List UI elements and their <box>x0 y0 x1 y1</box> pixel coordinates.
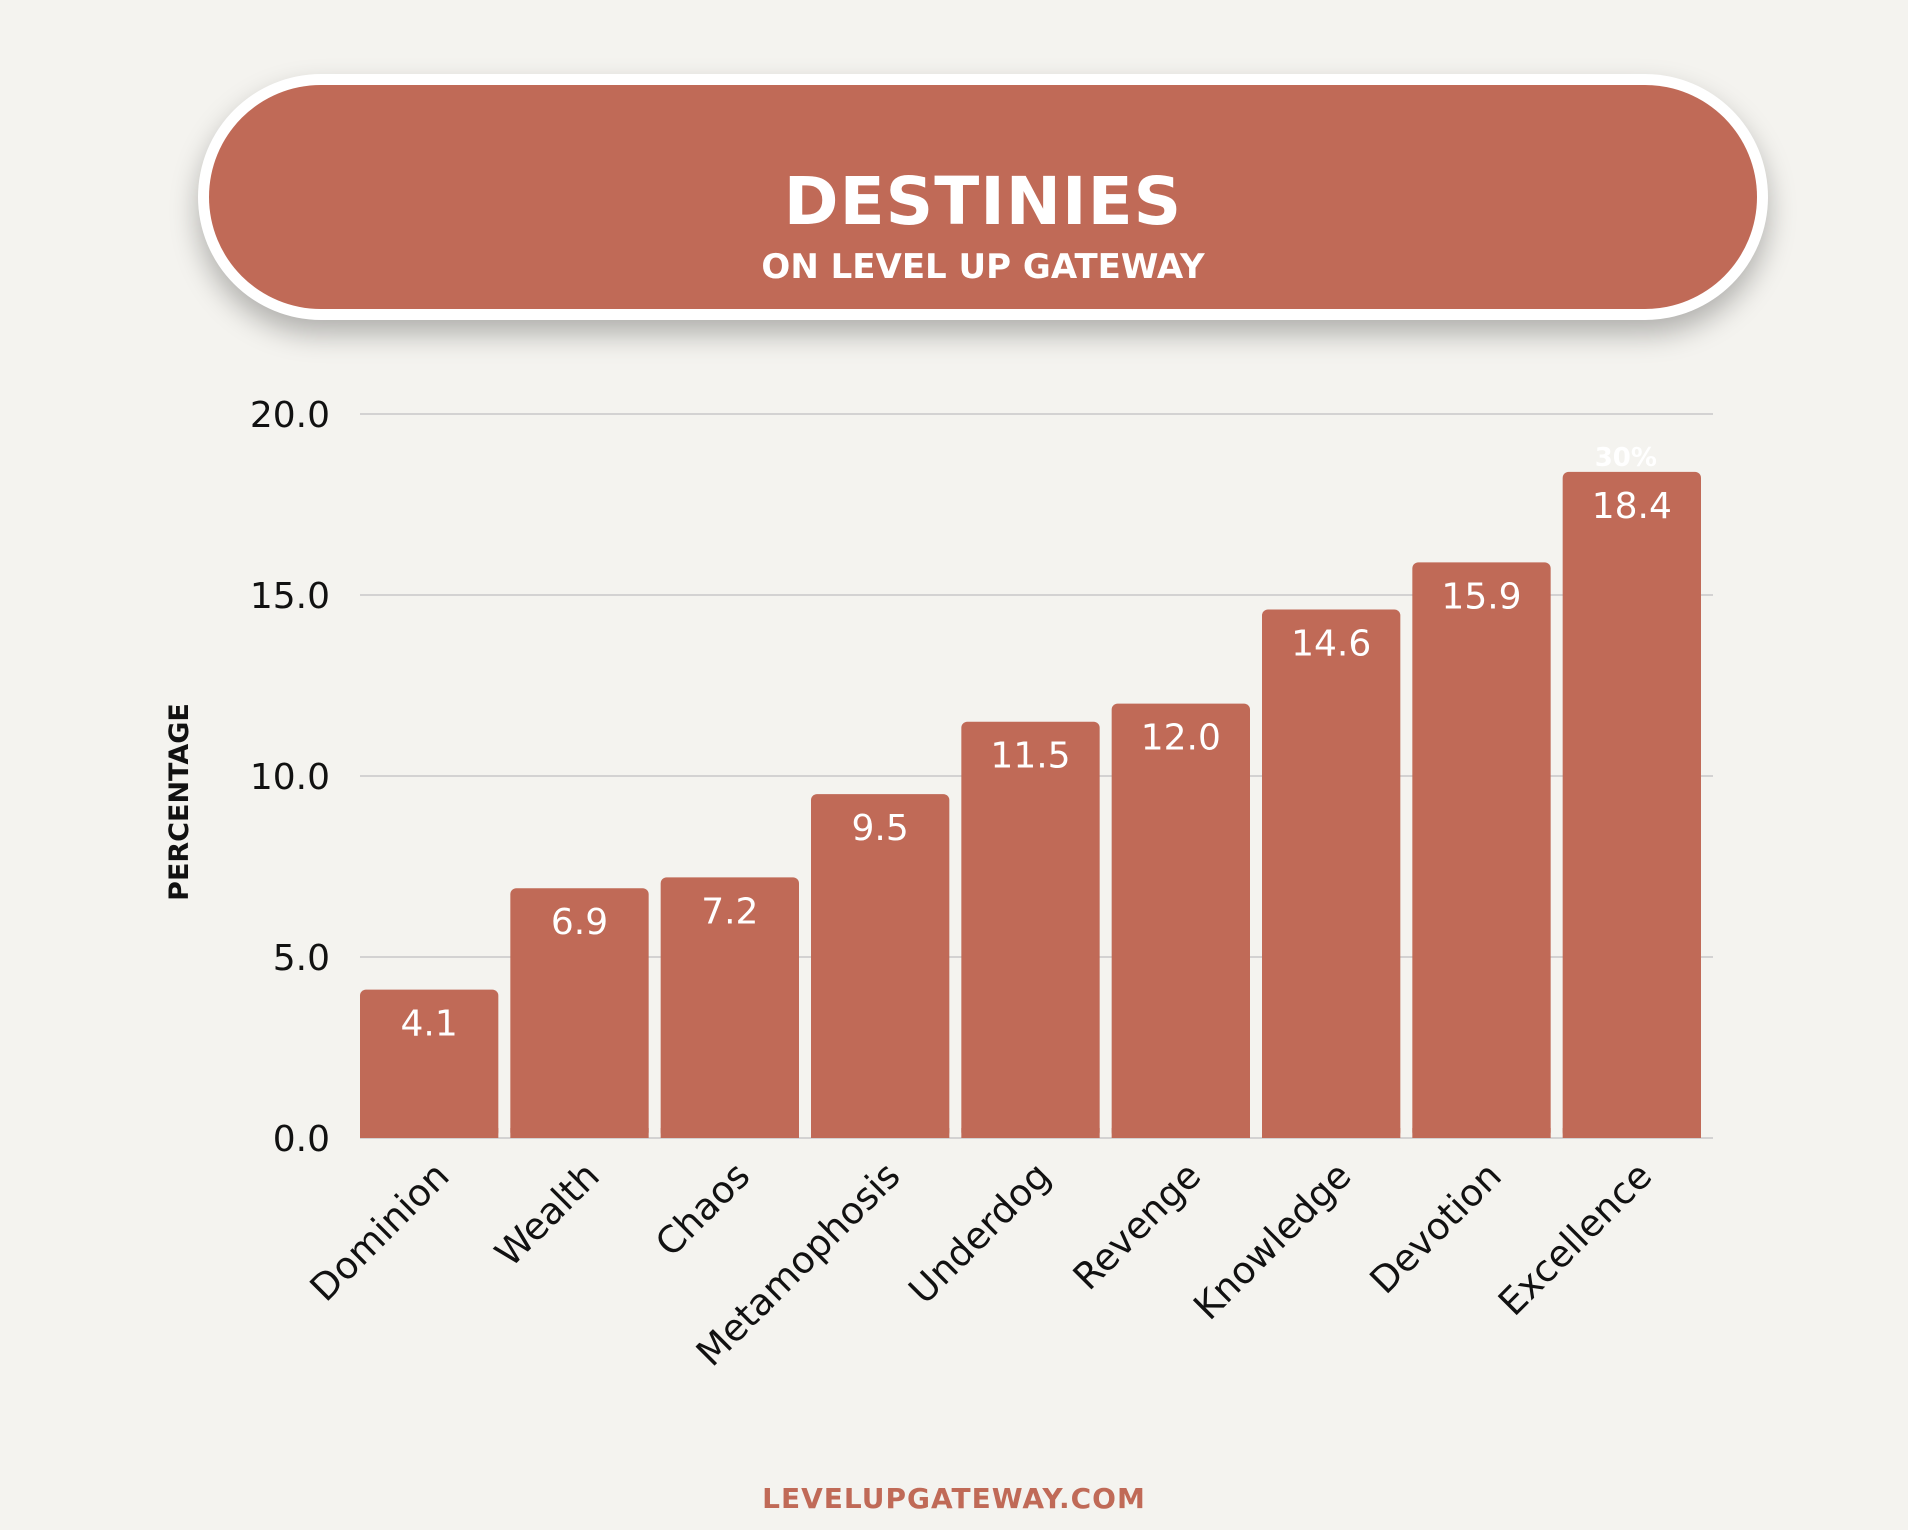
bar-underdog <box>961 721 1100 1138</box>
y-tick-label: 5.0 <box>273 938 330 979</box>
x-tick-label: Revenge <box>1065 1154 1209 1298</box>
y-tick-label: 0.0 <box>273 1119 330 1160</box>
bar-base <box>1262 1128 1401 1138</box>
x-tick-label: Underdog <box>901 1154 1059 1312</box>
bar-base <box>961 1128 1100 1138</box>
bar-base <box>1562 1128 1701 1138</box>
bar-chaos <box>660 877 799 1138</box>
x-tick-label: Knowledge <box>1185 1154 1359 1328</box>
bar-revenge <box>1111 703 1250 1138</box>
bar-base <box>660 1128 799 1138</box>
data-label: 12.0 <box>1141 718 1221 759</box>
chart-subtitle: ON LEVEL UP GATEWAY <box>761 247 1205 287</box>
data-label: 14.6 <box>1291 623 1371 664</box>
x-tick-label: Wealth <box>487 1154 608 1275</box>
chart-title: DESTINIES <box>783 163 1183 240</box>
data-label: 15.9 <box>1441 576 1521 617</box>
bar-wealth <box>510 888 649 1138</box>
bar-metamophosis <box>811 794 950 1138</box>
x-tick-label: Devotion <box>1362 1154 1510 1302</box>
title-banner: DESTINIES ON LEVEL UP GATEWAY <box>198 74 1768 320</box>
bar-knowledge <box>1262 609 1401 1138</box>
bar-base <box>360 1128 499 1138</box>
data-label: 9.5 <box>852 808 909 849</box>
data-label: 4.1 <box>401 1004 458 1045</box>
x-tick-label: Dominion <box>302 1154 458 1310</box>
y-axis-ticks: 0.0 5.0 10.0 15.0 20.0 <box>250 395 330 1160</box>
y-tick-label: 20.0 <box>250 395 330 436</box>
data-label: 6.9 <box>551 902 608 943</box>
y-tick-label: 10.0 <box>250 757 330 798</box>
data-label: 11.5 <box>990 736 1070 777</box>
bar-base <box>1111 1128 1250 1138</box>
bar-base <box>510 1128 649 1138</box>
footer-website: LEVELUPGATEWAY.COM <box>762 1482 1146 1515</box>
bar-devotion <box>1412 562 1551 1138</box>
x-tick-label: Excellence <box>1490 1154 1660 1324</box>
title-banner-fill: DESTINIES ON LEVEL UP GATEWAY <box>209 85 1757 309</box>
bar-base <box>811 1128 950 1138</box>
bar-dominion <box>360 989 499 1138</box>
x-tick-label: Chaos <box>647 1154 758 1265</box>
bars: 4.1 6.9 7.2 9.5 11.5 12.0 14.6 15.9 18.4 30% <box>360 443 1701 1138</box>
bar-excellence <box>1562 471 1701 1138</box>
y-tick-label: 15.0 <box>250 576 330 617</box>
bar-base <box>1412 1128 1551 1138</box>
data-label: 7.2 <box>701 891 758 932</box>
y-axis-label: PERCENTAGE <box>164 703 195 901</box>
data-label: 18.4 <box>1592 486 1672 527</box>
annotation-label: 30% <box>1595 443 1657 473</box>
